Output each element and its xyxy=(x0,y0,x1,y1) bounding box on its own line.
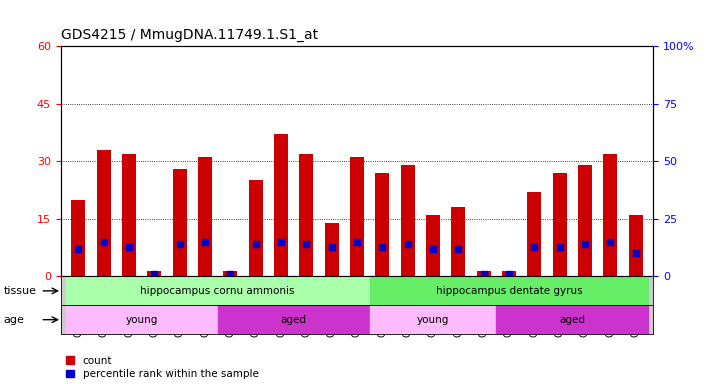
Text: aged: aged xyxy=(559,314,585,325)
Bar xyxy=(173,169,186,276)
Bar xyxy=(496,305,648,334)
Legend: count, percentile rank within the sample: count, percentile rank within the sample xyxy=(66,356,258,379)
Point xyxy=(427,246,438,252)
Bar xyxy=(502,271,516,276)
Point xyxy=(402,241,413,247)
Bar xyxy=(628,215,643,276)
Bar xyxy=(401,165,415,276)
Text: tissue: tissue xyxy=(4,286,36,296)
Point xyxy=(124,243,135,250)
Point xyxy=(149,271,160,277)
Text: hippocampus cornu ammonis: hippocampus cornu ammonis xyxy=(141,286,295,296)
Text: aged: aged xyxy=(281,314,307,325)
Text: young: young xyxy=(126,314,158,325)
Point xyxy=(528,243,540,250)
Point xyxy=(301,241,312,247)
Bar xyxy=(325,223,338,276)
Point xyxy=(276,239,287,245)
Bar xyxy=(426,215,440,276)
Bar xyxy=(97,150,111,276)
Bar xyxy=(370,276,648,305)
Point xyxy=(554,243,565,250)
Point xyxy=(98,239,109,245)
Bar xyxy=(248,180,263,276)
Text: GDS4215 / MmugDNA.11749.1.S1_at: GDS4215 / MmugDNA.11749.1.S1_at xyxy=(61,28,318,42)
Point xyxy=(351,239,363,245)
Point xyxy=(376,243,388,250)
Bar xyxy=(578,165,592,276)
Point xyxy=(225,271,236,277)
Bar xyxy=(147,271,161,276)
Point xyxy=(579,241,590,247)
Bar xyxy=(376,173,389,276)
Point xyxy=(250,241,261,247)
Bar xyxy=(66,276,370,305)
Point xyxy=(630,250,641,257)
Point xyxy=(326,243,338,250)
Text: hippocampus dentate gyrus: hippocampus dentate gyrus xyxy=(436,286,582,296)
Bar xyxy=(218,305,370,334)
Bar xyxy=(71,200,86,276)
Bar xyxy=(451,207,466,276)
Bar xyxy=(66,305,218,334)
Bar xyxy=(198,157,212,276)
Bar xyxy=(553,173,567,276)
Text: young: young xyxy=(417,314,449,325)
Point xyxy=(453,246,464,252)
Bar xyxy=(528,192,541,276)
Bar xyxy=(350,157,364,276)
Point xyxy=(174,241,186,247)
Point xyxy=(73,246,84,252)
Bar xyxy=(299,154,313,276)
Point xyxy=(199,239,211,245)
Bar xyxy=(370,305,496,334)
Bar xyxy=(603,154,617,276)
Point xyxy=(605,239,616,245)
Point xyxy=(478,271,489,277)
Bar xyxy=(274,134,288,276)
Bar xyxy=(122,154,136,276)
Bar xyxy=(223,271,237,276)
Point xyxy=(503,271,515,277)
Text: age: age xyxy=(4,314,24,325)
Bar xyxy=(477,271,491,276)
